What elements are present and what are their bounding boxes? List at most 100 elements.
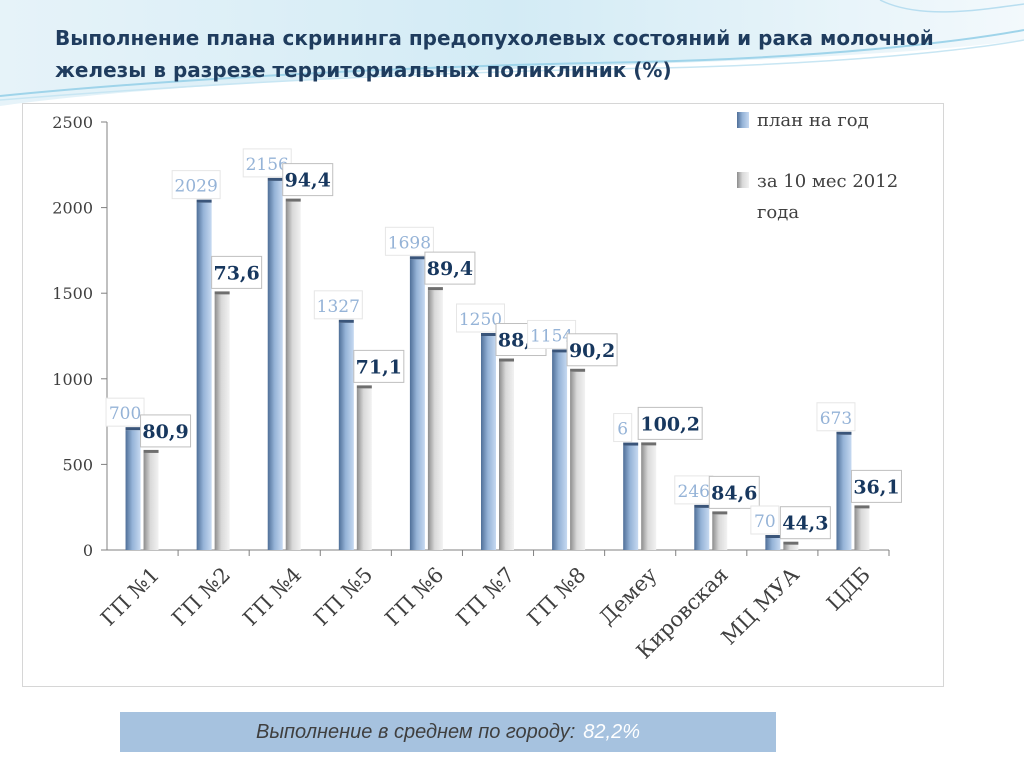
bar-fact xyxy=(641,445,657,550)
percent-label: 73,6 xyxy=(213,262,259,284)
category-label: ЦДБ xyxy=(822,563,875,616)
bar-plan-top xyxy=(125,427,141,431)
category-label: ГП №6 xyxy=(380,563,448,631)
bar-fact xyxy=(854,508,870,550)
bar-fact xyxy=(427,290,443,550)
bar-fact-top xyxy=(356,385,372,389)
percent-label: 90,2 xyxy=(569,340,615,362)
percent-label: 80,9 xyxy=(142,421,188,443)
percent-label-box xyxy=(850,469,902,503)
bar-plan xyxy=(267,180,283,550)
bar-plan-top xyxy=(338,319,354,323)
category-label: ГП №2 xyxy=(167,563,235,631)
category-label: МЦ МУА xyxy=(717,563,804,650)
bar-fact-top xyxy=(285,198,301,202)
city-average-banner: Выполнение в среднем по городу: 82,2% xyxy=(120,712,776,752)
percent-label-box xyxy=(566,333,618,367)
bar-plan-top xyxy=(765,535,781,539)
bar-fact-top xyxy=(427,287,443,291)
plan-label-box xyxy=(750,505,780,535)
legend-swatch-fact xyxy=(737,172,749,188)
bar-fact xyxy=(499,361,514,550)
bar-fact xyxy=(143,452,159,550)
bar-plan xyxy=(196,202,212,550)
plan-value-label: 1250 xyxy=(459,310,502,330)
plan-value-label: 6 xyxy=(617,420,628,440)
bar-fact-top xyxy=(854,505,870,509)
bar-plan xyxy=(623,445,639,550)
bar-plan xyxy=(694,507,710,550)
bar-fact-top xyxy=(712,511,728,515)
plan-label-box xyxy=(313,290,363,320)
plan-value-label: 673 xyxy=(820,409,852,429)
chart-frame: 0 500 1000 1500 2000 2500 700 80,9 ГП №1 2029 73,6… xyxy=(22,103,944,687)
percent-label: 44,3 xyxy=(782,513,828,535)
percent-label: 100,2 xyxy=(640,413,700,435)
bar-plan xyxy=(409,259,425,550)
bar-fact-top xyxy=(783,541,799,545)
legend-label-plan: план на год xyxy=(757,110,869,131)
bar-plan-top xyxy=(836,431,852,435)
bar-fact-top xyxy=(214,291,230,295)
y-tick-label: 2000 xyxy=(52,199,93,218)
category-label: ГП №1 xyxy=(96,563,164,631)
percent-label: 89,4 xyxy=(427,258,473,280)
percent-label-box xyxy=(211,255,263,289)
bar-plan-top xyxy=(623,442,639,446)
legend-label-fact: за 10 мес 2012 xyxy=(757,171,898,192)
bar-plan-top xyxy=(196,199,212,203)
percent-label: 94,4 xyxy=(285,170,331,192)
plan-value-label: 1327 xyxy=(317,297,360,317)
plan-value-label: 2029 xyxy=(175,177,218,197)
category-label: Демеу xyxy=(595,562,662,629)
bar-fact xyxy=(356,388,372,550)
y-tick-label: 500 xyxy=(62,455,93,474)
percent-label-box xyxy=(708,475,760,509)
percent-label-box xyxy=(282,163,334,197)
bar-plan-top xyxy=(481,333,496,336)
bar-plan-top xyxy=(694,504,710,508)
percent-label-box xyxy=(140,414,192,448)
bar-plan xyxy=(552,352,568,550)
bar-plan-top xyxy=(552,349,568,353)
bar-fact-top xyxy=(499,358,514,362)
y-tick-label: 1500 xyxy=(52,284,93,303)
y-tick-label: 0 xyxy=(83,541,93,560)
plan-label-box xyxy=(171,170,221,200)
legend-swatch-plan xyxy=(737,112,749,128)
bar-plan xyxy=(765,538,781,550)
legend-label-fact-line2: года xyxy=(757,202,799,223)
header-decoration xyxy=(0,0,1024,106)
plan-value-label: 1154 xyxy=(530,326,573,346)
bar-fact xyxy=(712,514,728,550)
plan-label-box xyxy=(105,397,145,427)
bar-fact xyxy=(570,371,586,550)
percent-label-box xyxy=(779,506,831,540)
percent-label: 84,6 xyxy=(711,482,757,504)
category-label: ГП №5 xyxy=(309,563,377,631)
bar-fact-top xyxy=(641,442,657,446)
plan-value-label: 2156 xyxy=(246,155,289,175)
bar-fact-top xyxy=(570,368,586,372)
city-average-value: 82,2% xyxy=(583,720,640,743)
percent-label: 36,1 xyxy=(853,476,899,498)
bar-plan xyxy=(338,322,354,550)
plan-value-label: 700 xyxy=(109,404,141,424)
bar-fact xyxy=(285,201,301,550)
percent-label-box xyxy=(637,406,703,440)
bar-plan xyxy=(836,434,852,550)
bar-plan xyxy=(481,336,496,550)
plan-value-label: 1698 xyxy=(388,233,431,253)
slide-title: Выполнение плана скрининга предопухолевы… xyxy=(55,26,934,82)
plan-label-box xyxy=(613,413,633,443)
percent-label: 71,1 xyxy=(356,356,402,378)
y-tick-label: 2500 xyxy=(52,113,93,132)
bar-fact-top xyxy=(143,449,159,453)
bar-fact xyxy=(783,544,799,550)
percent-label-box xyxy=(424,251,476,285)
city-average-label: Выполнение в среднем по городу: xyxy=(255,720,576,743)
y-tick-label: 1000 xyxy=(52,370,93,389)
plan-value-label: 70 xyxy=(754,512,776,532)
bar-plan-top xyxy=(267,177,283,181)
